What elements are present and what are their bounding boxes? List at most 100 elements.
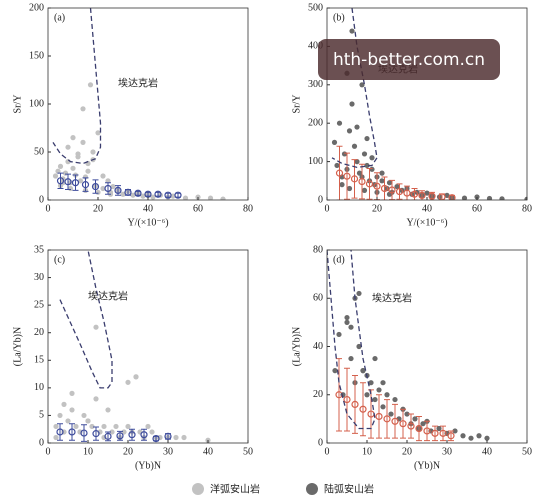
scatter-point	[351, 143, 358, 149]
mean-marker	[343, 395, 351, 404]
x-tick-label: 0	[46, 203, 51, 214]
scatter-point	[339, 182, 345, 188]
mean-marker	[343, 172, 351, 180]
legend-label: 洋弧安山岩	[210, 482, 260, 495]
scatter-point	[341, 151, 348, 157]
scatter-point	[336, 120, 343, 126]
scatter-point	[354, 159, 360, 165]
scatter-point	[181, 434, 187, 441]
y-tick-label: 10	[34, 382, 44, 393]
scatter-point	[77, 178, 84, 184]
mean-marker	[407, 422, 415, 430]
scatter-point	[57, 163, 64, 169]
y-tick-label: 80	[313, 244, 323, 255]
mean-marker	[447, 432, 455, 440]
mean-marker	[351, 400, 359, 408]
scatter-point	[170, 193, 176, 199]
scatter-point	[65, 144, 71, 150]
plot-area	[52, 8, 226, 200]
error-bar	[72, 174, 79, 191]
mean-marker	[134, 189, 142, 197]
x-tick-label: 60	[193, 203, 203, 214]
x-tick-label: 30	[442, 446, 452, 457]
mean-marker	[423, 427, 431, 435]
scatter-point	[368, 380, 374, 386]
x-tick-label: 60	[472, 203, 482, 214]
error-bar	[416, 415, 422, 442]
x-tick-label: 50	[243, 446, 253, 457]
mean-marker	[373, 182, 381, 190]
mean-marker	[439, 429, 447, 437]
mean-marker	[124, 188, 132, 196]
scatter-point	[87, 82, 94, 88]
panel-label: (b)	[333, 12, 345, 23]
scatter-point	[140, 193, 146, 199]
scatter-point	[372, 355, 378, 362]
scatter-point	[125, 379, 131, 385]
mean-marker	[388, 186, 396, 194]
x-tick-label: 50	[522, 446, 532, 457]
x-tick-label: 40	[203, 446, 213, 457]
scatter-point	[356, 343, 362, 350]
mean-marker	[64, 178, 72, 186]
mean-marker	[395, 187, 404, 196]
scatter-point	[361, 187, 368, 193]
y-tick-label: 150	[29, 50, 44, 61]
scatter-point	[61, 401, 67, 407]
scatter-point	[369, 155, 375, 161]
mean-marker	[140, 431, 148, 439]
x-tick-label: 0	[46, 446, 51, 457]
error-bar	[440, 425, 446, 442]
y-tick-label: 30	[34, 272, 44, 283]
x-tick-label: 20	[402, 446, 412, 457]
scatter-point	[89, 423, 95, 430]
mean-marker	[68, 428, 76, 436]
error-bar	[376, 394, 382, 439]
x-tick-label: 10	[83, 446, 93, 457]
error-bar	[344, 367, 350, 432]
mean-marker	[415, 424, 423, 433]
scatter-point	[332, 368, 338, 374]
scatter-point	[444, 192, 450, 198]
plot-area	[327, 250, 490, 442]
mean-marker	[380, 184, 389, 193]
y-tick-label: 5	[39, 410, 44, 421]
scatter-point	[52, 173, 59, 179]
error-bar	[65, 173, 71, 190]
scatter-point	[53, 434, 59, 441]
y-tick-label: 200	[308, 117, 323, 128]
error-bar	[351, 159, 358, 199]
mean-marker	[410, 190, 419, 198]
scatter-point	[62, 170, 69, 176]
scatter-point	[65, 418, 71, 424]
scatter-point	[110, 183, 116, 190]
mean-marker	[164, 432, 172, 440]
scatter-point	[361, 151, 368, 157]
mean-marker	[428, 192, 436, 200]
mean-marker	[154, 190, 162, 198]
scatter-point	[380, 380, 386, 386]
y-tick-label: 60	[313, 293, 323, 304]
mean-marker	[335, 169, 344, 177]
scatter-point	[80, 106, 86, 112]
scatter-point	[346, 185, 353, 192]
x-axis-label: Y/(×10⁻⁶)	[127, 217, 168, 228]
y-tick-label: 0	[318, 194, 323, 205]
error-bar	[404, 185, 410, 200]
y-tick-label: 300	[308, 79, 323, 90]
y-tick-label: 500	[308, 2, 323, 13]
scatter-point	[105, 178, 111, 184]
mean-marker	[152, 434, 160, 443]
scatter-point	[372, 396, 378, 403]
mean-marker	[128, 431, 136, 439]
panel-label: (a)	[54, 12, 65, 23]
scatter-point	[344, 314, 350, 321]
mean-marker	[71, 179, 80, 187]
scatter-point	[334, 162, 340, 169]
x-tick-label: 0	[325, 446, 330, 457]
adakite-boundary	[52, 8, 102, 165]
error-bar	[69, 423, 75, 441]
scatter-point	[349, 101, 355, 107]
y-tick-label: 40	[313, 341, 323, 352]
error-bar	[105, 182, 111, 195]
